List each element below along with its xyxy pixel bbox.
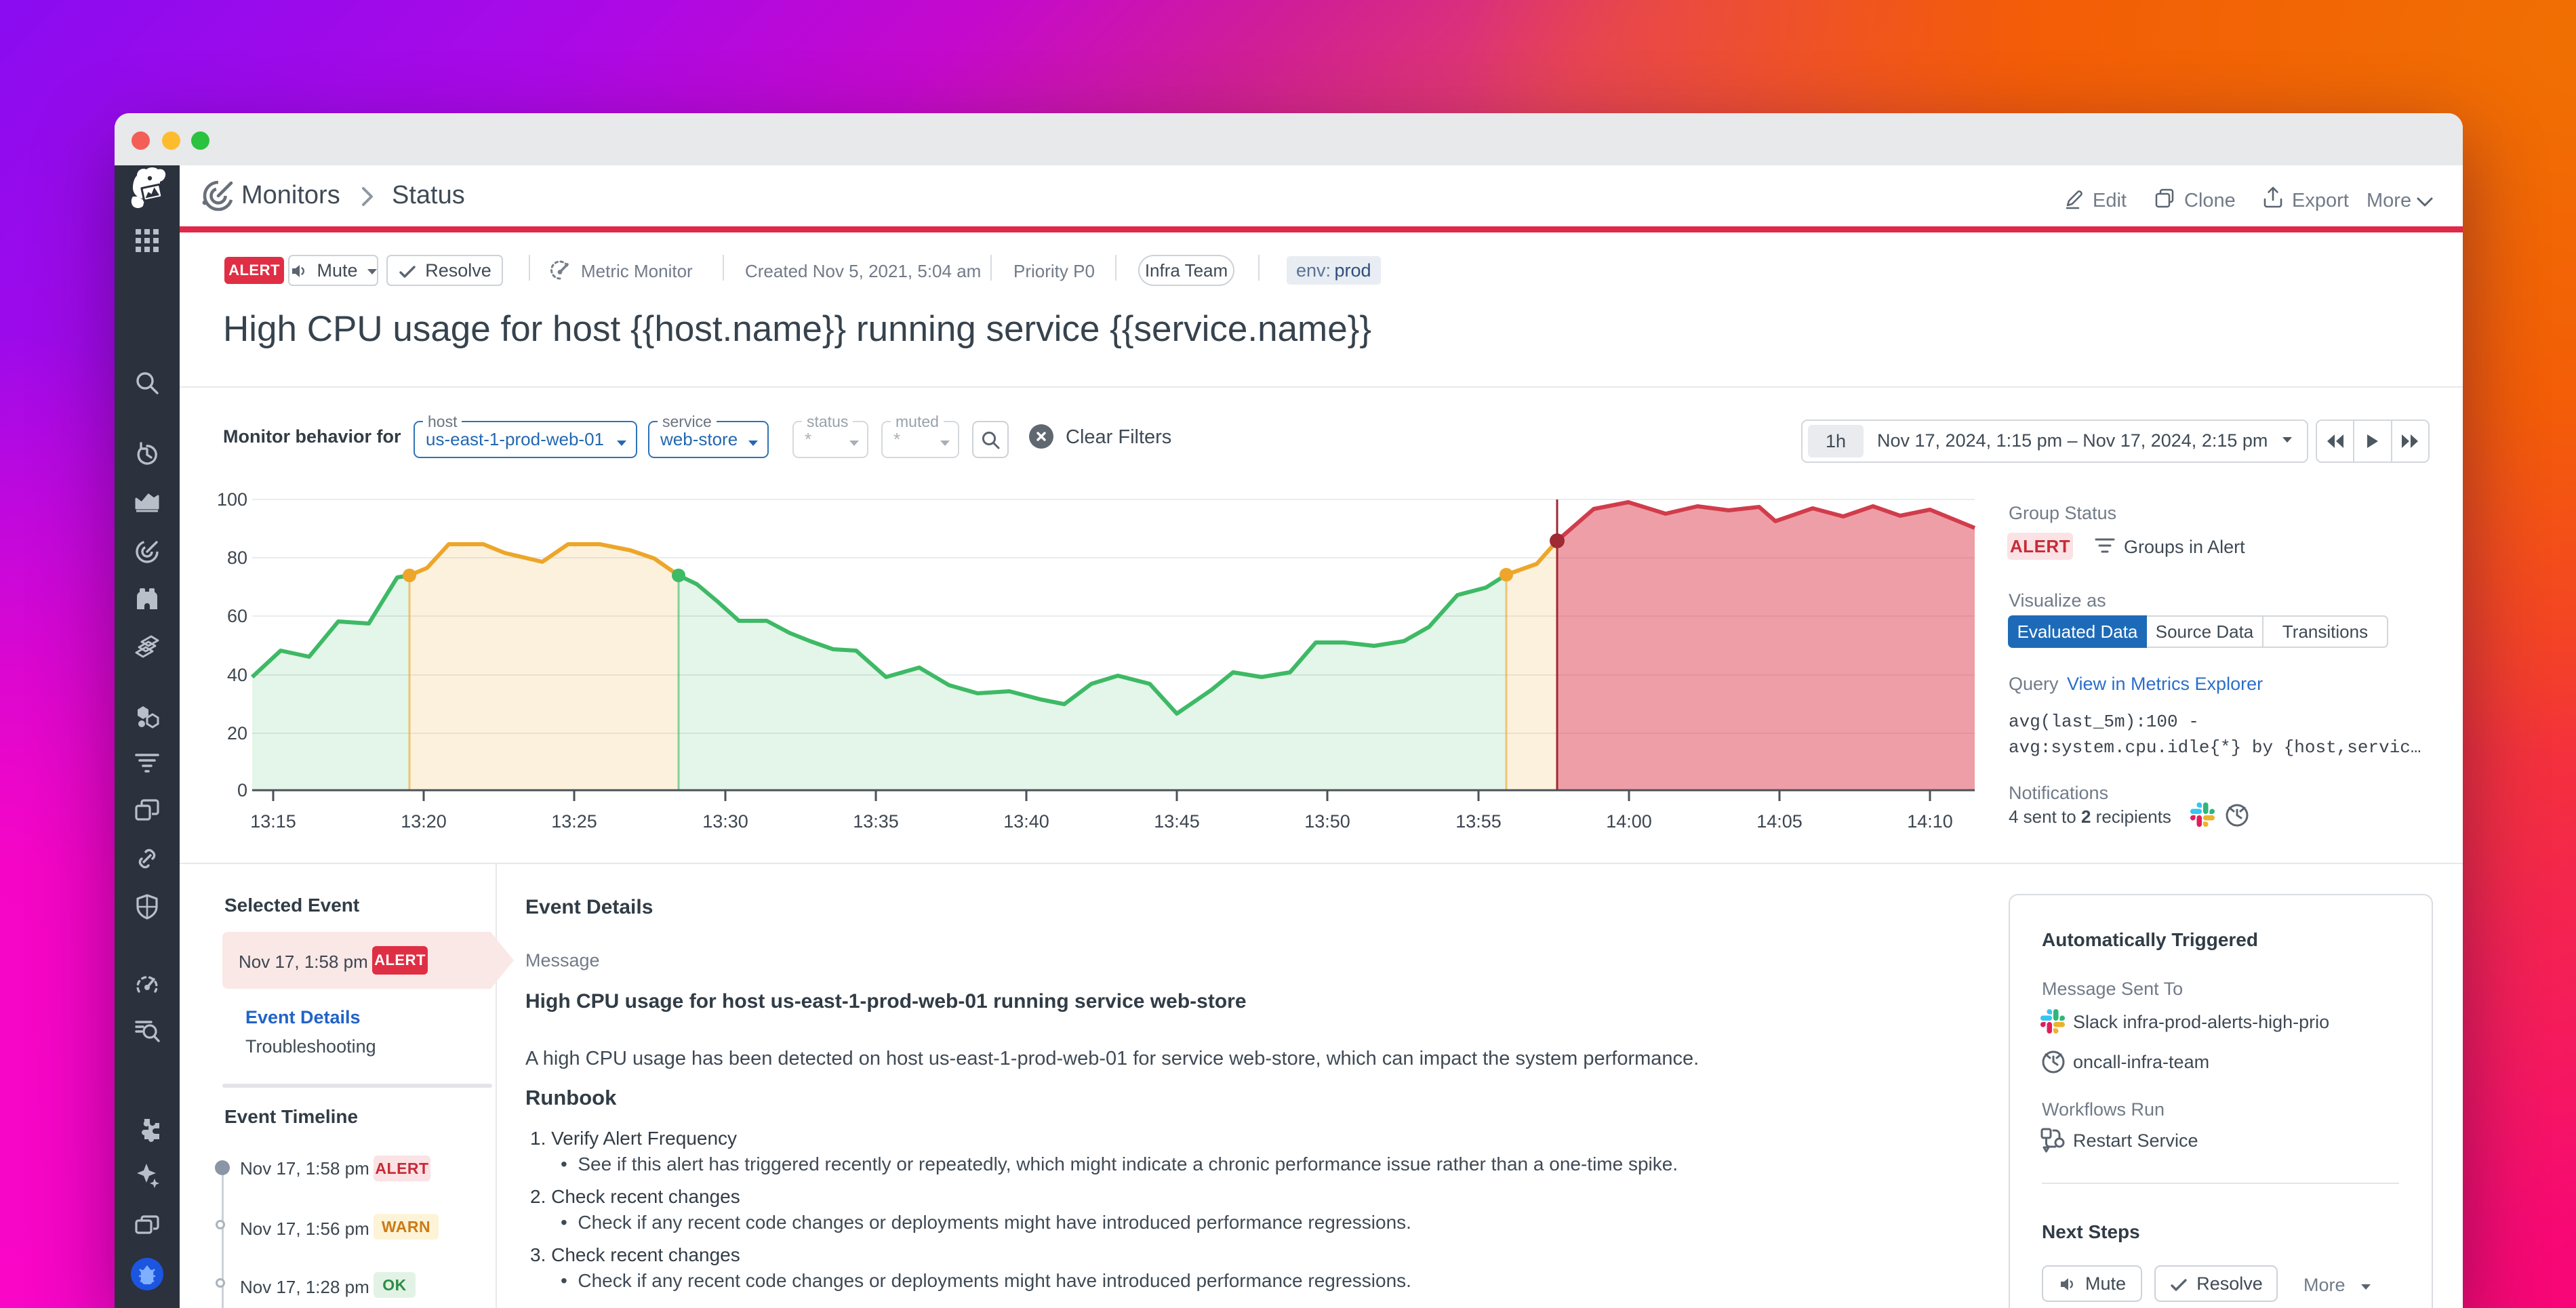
svg-text:13:35: 13:35 [853,811,899,832]
svg-text:13:50: 13:50 [1304,811,1350,832]
svg-text:14:10: 14:10 [1907,811,1953,832]
svg-text:14:00: 14:00 [1606,811,1652,832]
svg-text:100: 100 [217,489,247,510]
svg-text:13:40: 13:40 [1003,811,1049,832]
svg-text:0: 0 [237,780,247,800]
svg-text:13:45: 13:45 [1154,811,1200,832]
svg-text:60: 60 [227,606,247,626]
svg-text:80: 80 [227,548,247,568]
svg-text:13:30: 13:30 [702,811,748,832]
svg-text:20: 20 [227,723,247,743]
svg-text:40: 40 [227,665,247,685]
svg-text:13:55: 13:55 [1455,811,1502,832]
svg-text:13:15: 13:15 [250,811,296,832]
svg-text:13:20: 13:20 [401,811,447,832]
svg-text:13:25: 13:25 [551,811,597,832]
svg-text:14:05: 14:05 [1756,811,1803,832]
